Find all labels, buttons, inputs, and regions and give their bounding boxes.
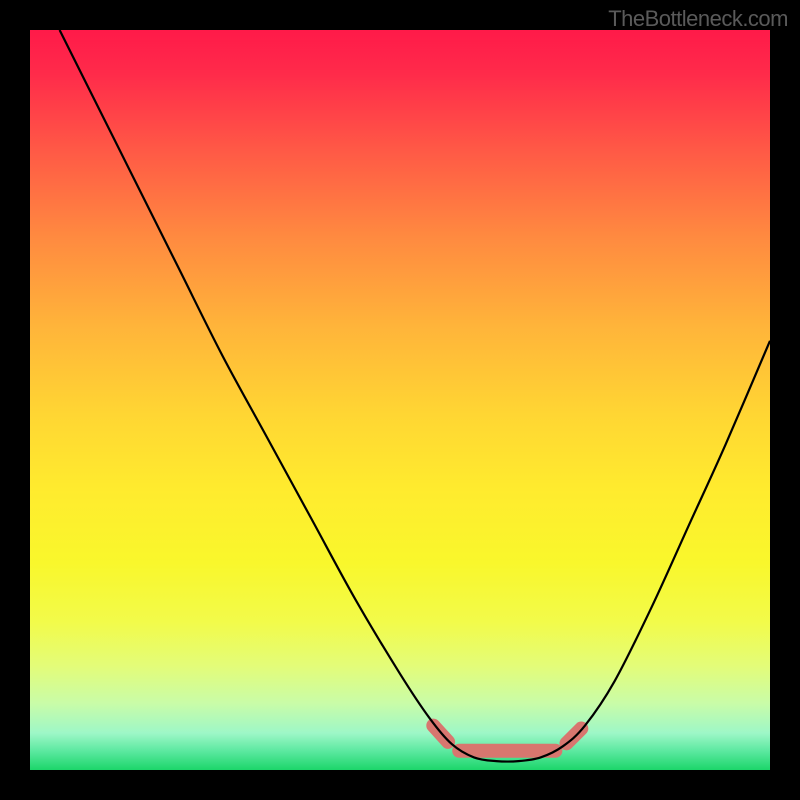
- chart-svg: [30, 30, 770, 770]
- watermark-text: TheBottleneck.com: [608, 6, 788, 32]
- chart-background: [30, 30, 770, 770]
- bottleneck-chart: [30, 30, 770, 770]
